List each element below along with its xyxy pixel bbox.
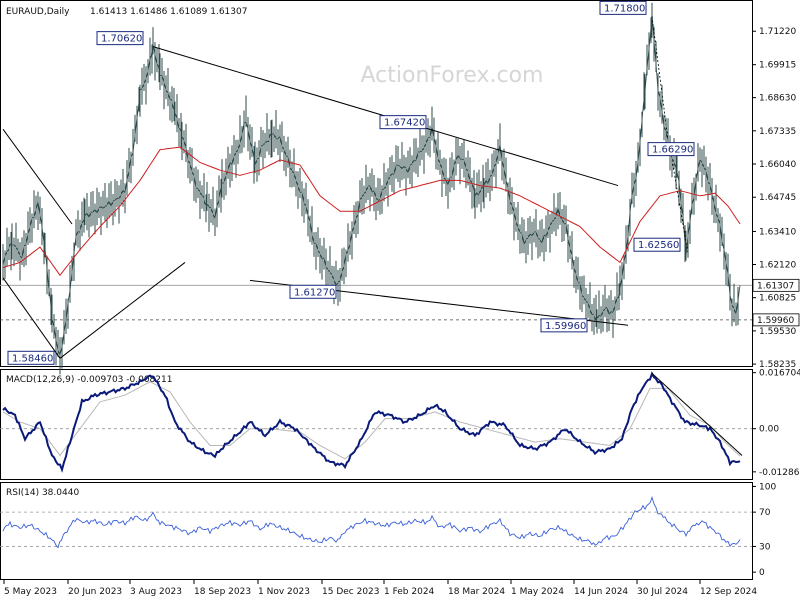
support-price-tag: 1.59960	[757, 316, 794, 326]
price-y-tick-label: 1.64745	[759, 193, 796, 203]
x-tick-label: 3 Aug 2023	[130, 587, 182, 597]
price-annotation-label: 1.71800	[604, 3, 645, 14]
annotation-layer: 1.71800 1.70620 1.67420 1.66290 1.62560 1.612…	[7, 0, 695, 365]
price-panel	[0, 0, 753, 367]
price-annotation-box	[647, 142, 695, 157]
axis-layer: 1.71220 1.69915 1.68630 1.67335 1.66040 1.647…	[3, 27, 800, 597]
price-annotation-box	[7, 350, 55, 365]
macd-series	[2, 371, 741, 473]
price-annotation-label: 1.59960	[545, 321, 586, 332]
retrace-connector	[651, 16, 669, 140]
rsi-y-tick-label: 70	[759, 508, 771, 518]
x-tick-label: 20 Jun 2023	[68, 587, 122, 597]
rsi-panel	[0, 482, 753, 580]
watermark: ActionForex.com	[361, 63, 544, 88]
chart-header-ohlc: 1.61413 1.61486 1.61089 1.61307	[90, 7, 247, 17]
current-price-tag: 1.61307	[757, 281, 794, 291]
price-annotation-box	[96, 31, 144, 46]
price-annotation-box	[633, 237, 681, 252]
price-y-tick-label: 1.60825	[759, 294, 796, 304]
macd-signal-series	[2, 381, 741, 460]
price-y-tick-label: 1.67335	[759, 127, 796, 137]
price-y-tick-label: 1.69915	[759, 61, 796, 71]
x-tick-label: 14 Jun 2024	[574, 587, 628, 597]
current-price-tag-box	[752, 278, 800, 292]
price-y-tick-label: 1.71220	[759, 27, 796, 37]
macd-y-tick-label: 0.016704	[759, 369, 800, 379]
price-trendline	[2, 277, 61, 359]
series-layer	[2, 2, 741, 549]
price-trendline	[59, 262, 186, 359]
price-y-tick-label: 1.58235	[759, 360, 796, 370]
moving-average-series	[2, 146, 741, 277]
price-annotation-box	[540, 318, 588, 333]
macd-header: MACD(12,26,9) -0.009703 -0.008211	[6, 375, 172, 385]
price-y-tick-label: 1.63410	[759, 227, 796, 237]
price-annotation-label: 1.58460	[12, 353, 53, 364]
x-tick-label: 1 Nov 2023	[258, 587, 310, 597]
price-series	[2, 13, 741, 357]
x-tick-label: 5 May 2023	[4, 587, 57, 597]
support-price-tag-box	[752, 313, 800, 327]
x-tick-label: 18 Mar 2024	[448, 587, 505, 597]
x-tick-label: 15 Dec 2023	[322, 587, 380, 597]
x-tick-label: 30 Jul 2024	[637, 587, 688, 597]
price-annotation-label: 1.67420	[384, 118, 425, 129]
macd-panel	[0, 369, 753, 480]
x-tick-label: 1 Feb 2024	[384, 587, 435, 597]
x-tick-label: 12 Sep 2024	[700, 587, 757, 597]
grid-layer	[0, 284, 752, 547]
price-y-tick-label: 1.59530	[759, 327, 796, 337]
rsi-header: RSI(14) 38.0440	[6, 488, 79, 498]
x-tick-label: 1 May 2024	[511, 587, 564, 597]
macd-trendline	[651, 372, 743, 456]
x-tick-label: 18 Sep 2023	[194, 587, 251, 597]
rsi-y-tick-label: 30	[759, 542, 771, 552]
price-y-tick-label: 1.66040	[759, 160, 796, 170]
price-trendline	[2, 128, 73, 225]
rsi-series	[2, 495, 741, 549]
rsi-y-tick-label: 0	[759, 568, 765, 578]
price-annotation-label: 1.70620	[101, 34, 142, 45]
price-annotation-box	[379, 115, 427, 130]
chart-header-symbol: EURAUD,Daily	[6, 7, 70, 17]
price-annotation-box	[599, 0, 647, 15]
macd-y-tick-label: -0.012869	[759, 468, 800, 478]
price-annotation-label: 1.66290	[652, 145, 693, 156]
price-y-tick-label: 1.62120	[759, 260, 796, 270]
price-annotation-label: 1.61270	[294, 287, 335, 298]
macd-y-tick-label: 0.00	[759, 425, 779, 435]
price-annotation-box	[289, 284, 337, 299]
price-annotation-label: 1.62560	[638, 240, 679, 251]
rsi-y-tick-label: 100	[759, 482, 776, 492]
price-y-tick-label: 1.68630	[759, 94, 796, 104]
